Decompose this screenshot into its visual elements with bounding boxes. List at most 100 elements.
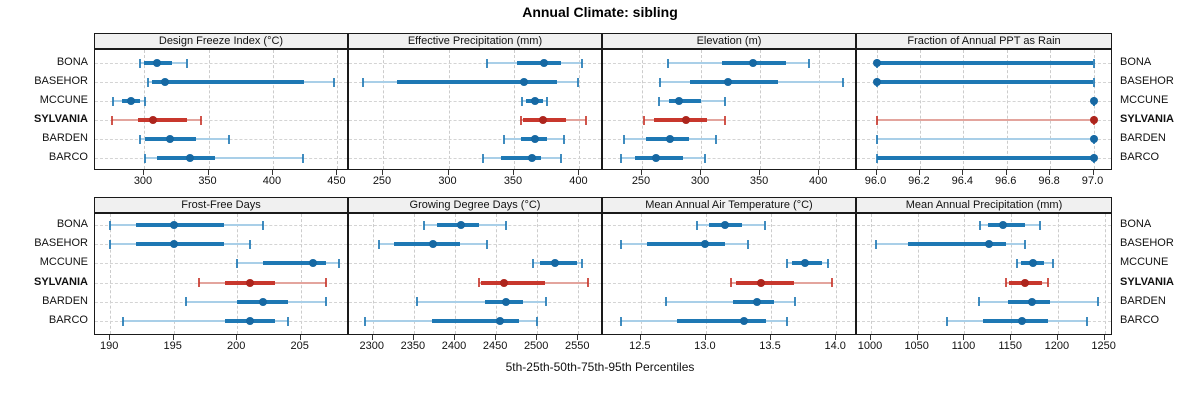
axis-tick — [818, 170, 820, 175]
axis-tick-label: 1050 — [904, 340, 929, 352]
median-dot-barden — [1089, 135, 1098, 143]
axis-tick-label: 300 — [133, 175, 153, 187]
axis-tick — [1056, 335, 1058, 340]
panel-plot-elevation-m — [602, 49, 856, 170]
median-dot-mccune — [551, 259, 560, 268]
iqr-bar-barco — [983, 319, 1049, 323]
whisker-cap-bona — [185, 58, 188, 68]
axis-tick-label: 13.0 — [694, 340, 716, 352]
median-dot-bona — [456, 221, 465, 229]
whisker-cap-mccune — [545, 96, 548, 106]
gridline-v — [496, 214, 498, 334]
whisker-cap-sylvania — [110, 115, 113, 125]
axis-tick-label: 205 — [290, 340, 309, 352]
whisker-range-barden — [665, 300, 795, 303]
whisker-cap-mccune — [785, 258, 788, 268]
median-dot-bona — [152, 59, 161, 67]
whisker-cap-mccune — [657, 96, 660, 106]
strip-title: Growing Degree Days (°C) — [409, 199, 541, 211]
axis-tick — [918, 170, 920, 175]
station-label-right-barden: BARDEN — [1120, 132, 1166, 144]
gridline-v — [372, 214, 374, 334]
whisker-range-barco — [122, 320, 288, 322]
median-dot-barden — [502, 297, 510, 306]
gridline-v — [110, 214, 112, 334]
axis-tick — [875, 170, 877, 175]
gridline-h — [603, 282, 855, 284]
axis-tick — [641, 170, 642, 175]
panel-strip-frost-free-days: Frost-Free Days — [94, 197, 348, 213]
whisker-cap-sylvania — [585, 115, 587, 125]
whisker-cap-bona — [422, 220, 425, 230]
gridline-h — [95, 120, 347, 121]
axis-tick — [1049, 170, 1051, 175]
iqr-bar-sylvania — [653, 118, 707, 122]
gridline-v — [919, 50, 921, 169]
whisker-cap-barden — [325, 297, 328, 307]
station-label-left-mccune: MCCUNE — [39, 256, 88, 269]
whisker-cap-mccune — [112, 96, 115, 106]
gridline-v — [537, 214, 539, 334]
median-dot-mccune — [1028, 259, 1037, 268]
median-dot-basehor — [984, 240, 993, 249]
median-dot-basehor — [520, 78, 529, 86]
whisker-cap-mccune — [520, 96, 523, 106]
whisker-cap-bona — [695, 220, 698, 230]
gridline-h — [349, 139, 601, 140]
axis-tick-label: 195 — [163, 340, 182, 352]
whisker-cap-basehor — [620, 239, 623, 249]
axis-tick-label: 1150 — [998, 340, 1023, 352]
whisker-cap-sylvania — [198, 278, 201, 288]
axis-tick — [371, 335, 373, 340]
whisker-cap-sylvania — [587, 278, 590, 288]
axis-tick — [513, 170, 514, 175]
gridline-v — [578, 214, 580, 334]
whisker-cap-mccune — [827, 258, 830, 268]
whisker-cap-basehor — [1092, 77, 1095, 87]
gridline-v — [300, 214, 302, 334]
gridline-v — [455, 214, 456, 334]
whisker-cap-barden — [185, 297, 188, 307]
axis-tick — [963, 335, 965, 340]
whisker-cap-basehor — [577, 77, 580, 87]
median-dot-sylvania — [149, 116, 157, 124]
axis-tick — [1092, 170, 1094, 175]
whisker-cap-basehor — [377, 239, 380, 249]
iqr-bar-basehor — [397, 80, 558, 84]
whisker-cap-barco — [1085, 316, 1088, 326]
whisker-cap-barco — [785, 316, 788, 326]
whisker-cap-bona — [581, 58, 584, 68]
median-dot-barco — [1089, 154, 1098, 162]
whisker-cap-basehor — [874, 239, 877, 249]
gridline-v — [640, 214, 642, 334]
gridline-v — [514, 50, 515, 169]
station-label-left-basehor: BASEHOR — [34, 75, 88, 87]
station-label-left-barden: BARDEN — [42, 132, 88, 144]
gridline-h — [349, 101, 601, 102]
axis-tick — [835, 335, 837, 340]
panel-plot-design-freeze-index-c — [94, 49, 348, 170]
median-dot-basehor — [872, 78, 881, 86]
median-dot-barden — [752, 297, 761, 306]
whisker-cap-sylvania — [831, 278, 834, 288]
axis-tick-label: 400 — [262, 175, 282, 187]
axis-tick-label: 400 — [809, 175, 828, 187]
axis-tick — [109, 335, 111, 340]
median-dot-barco — [528, 154, 537, 162]
gridline-v — [963, 50, 965, 169]
figure-title: Annual Climate: sibling — [522, 4, 678, 20]
median-dot-barco — [1018, 317, 1027, 325]
gridline-h — [95, 63, 347, 64]
whisker-cap-sylvania — [1004, 278, 1007, 288]
gridline-v — [579, 50, 581, 169]
axis-tick-label: 350 — [198, 175, 217, 187]
whisker-cap-barden — [977, 297, 980, 307]
axis-tick — [704, 335, 706, 340]
whisker-cap-barden — [416, 297, 419, 307]
panel-strip-elevation-m: Elevation (m) — [602, 33, 856, 49]
axis-tick-label: 450 — [327, 175, 346, 187]
gridline-v — [1057, 214, 1059, 334]
station-label-left-barco: BARCO — [48, 151, 88, 163]
panel-plot-growing-degree-days-c — [348, 213, 602, 335]
axis-tick-label: 300 — [438, 175, 457, 187]
